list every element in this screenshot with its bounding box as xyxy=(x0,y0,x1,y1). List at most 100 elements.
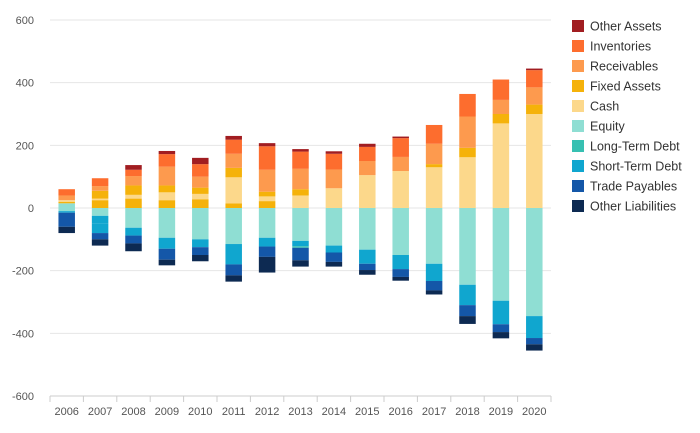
bar-segment-inventories xyxy=(392,138,409,157)
bar-segment-trade-payables xyxy=(58,212,75,227)
legend-swatch xyxy=(572,80,584,92)
bar-segment-equity xyxy=(58,203,75,208)
bar-segment-receivables xyxy=(526,87,543,105)
bar-segment-other-assets xyxy=(258,143,276,147)
bar-segment-receivables xyxy=(58,195,75,201)
bar-segment-fixed-assets xyxy=(192,187,209,194)
bar-segment-other-assets xyxy=(192,157,209,165)
legend-label: Inventories xyxy=(590,40,651,54)
bar-segment-short-term-debt xyxy=(158,237,176,249)
bar-segment-other-liabilities xyxy=(258,256,276,273)
bar-segment-short-term-debt xyxy=(91,223,109,234)
x-tick-label: 2011 xyxy=(222,406,246,418)
bar-segment-equity xyxy=(392,208,409,255)
bar-segment-cash xyxy=(325,188,343,208)
bar-segment-cash xyxy=(91,198,109,201)
bar-segment-trade-payables xyxy=(492,324,510,333)
bar-segment-equity xyxy=(91,208,109,216)
bar-segment-other-assets xyxy=(325,151,343,154)
bar-segment-inventories xyxy=(258,146,276,170)
bar-segment-receivables xyxy=(492,99,510,114)
bar-segment-equity xyxy=(125,208,142,228)
x-tick-label: 2008 xyxy=(121,406,145,418)
bar-segment-cash xyxy=(125,194,142,199)
bar-segment-fixed-assets xyxy=(91,190,109,199)
bar-segment-other-liabilities xyxy=(359,270,376,275)
x-tick-label: 2006 xyxy=(54,406,78,418)
bar-segment-trade-payables xyxy=(158,248,176,260)
bar-segment-cash xyxy=(225,177,242,204)
bar-segment-fixed-assets xyxy=(526,104,543,114)
bar-segment-other-liabilities xyxy=(325,261,343,267)
bar-segment-inventories xyxy=(492,79,510,100)
bar-segment-cash xyxy=(425,167,443,208)
bar-segment-short-term-debt xyxy=(325,245,343,253)
bar-segment-equity xyxy=(58,208,75,212)
bar-segment-short-term-debt xyxy=(425,263,443,282)
legend-swatch xyxy=(572,60,584,72)
x-tick-label: 2020 xyxy=(522,406,546,418)
axes: 600 400 200 0 -200 -400 -600 2006 2007 2008 2009 20… xyxy=(12,15,552,418)
bar-segment-trade-payables xyxy=(359,263,376,271)
x-tick-label: 2012 xyxy=(255,406,279,418)
x-tick-label: 2015 xyxy=(355,406,379,418)
bar-segment-inventories xyxy=(359,146,376,161)
legend-swatch xyxy=(572,100,584,112)
bar-segment-other-assets xyxy=(225,135,242,140)
bar-segment-trade-payables xyxy=(425,281,443,291)
x-tick-label: 2019 xyxy=(489,406,513,418)
bar-segment-equity xyxy=(192,208,209,240)
bar-segment-trade-payables xyxy=(459,305,476,317)
bar-segment-inventories xyxy=(158,154,176,167)
bar-segment-receivables xyxy=(359,161,376,176)
bar-segment-inventories xyxy=(192,164,209,177)
bar-segment-short-term-debt xyxy=(292,240,309,247)
x-tick-label: 2014 xyxy=(322,406,346,418)
x-tick-label: 2010 xyxy=(188,406,212,418)
bar-segment-fixed-assets xyxy=(225,203,242,208)
bar-segment-receivables xyxy=(125,176,142,186)
bar-segment-inventories xyxy=(425,124,443,144)
bar-segment-trade-payables xyxy=(325,252,343,262)
bar-segment-fixed-assets xyxy=(292,189,309,196)
x-tick-label: 2007 xyxy=(88,406,112,418)
bar-segment-other-assets xyxy=(392,136,409,139)
y-tick-label: 200 xyxy=(16,140,34,152)
bar-segment-receivables xyxy=(258,169,276,192)
bar-segment-inventories xyxy=(58,189,75,196)
bar-segment-trade-payables xyxy=(526,338,543,345)
bar-segment-cash xyxy=(158,192,176,201)
x-tick-label: 2013 xyxy=(288,406,312,418)
bar-segment-receivables xyxy=(459,116,476,148)
legend-swatch xyxy=(572,20,584,32)
bar-segment-fixed-assets xyxy=(192,199,209,208)
bar-segment-short-term-debt xyxy=(392,255,409,270)
bar-segment-receivables xyxy=(425,143,443,165)
legend-swatch xyxy=(572,140,584,152)
bar-segment-equity xyxy=(292,208,309,241)
legend-label: Fixed Assets xyxy=(590,80,661,94)
bar-segment-fixed-assets xyxy=(258,191,276,197)
legend-label: Equity xyxy=(590,120,625,134)
y-tick-label: 400 xyxy=(16,78,34,90)
legend-swatch xyxy=(572,200,584,212)
bar-segment-fixed-assets xyxy=(125,198,142,208)
bar-segment-trade-payables xyxy=(258,246,276,257)
legend: Other Assets Inventories Receivables Fixed … xyxy=(572,20,682,214)
y-tick-label: -400 xyxy=(12,328,34,340)
bar-segment-other-assets xyxy=(292,149,309,152)
bar-segment-other-assets xyxy=(125,165,142,170)
bar-segment-receivables xyxy=(91,186,109,191)
bar-segment-other-liabilities xyxy=(392,276,409,281)
bar-segment-receivables xyxy=(192,176,209,188)
bar-segment-receivables xyxy=(325,169,343,189)
x-tick-label: 2009 xyxy=(155,406,179,418)
bar-segment-equity xyxy=(459,208,476,285)
bar-segment-short-term-debt xyxy=(359,249,376,264)
bar-segment-equity xyxy=(425,208,443,264)
bar-segment-equity xyxy=(359,208,376,250)
legend-label: Short-Term Debt xyxy=(590,160,682,174)
bar-segment-fixed-assets xyxy=(425,164,443,168)
bar-segment-fixed-assets xyxy=(91,200,109,208)
